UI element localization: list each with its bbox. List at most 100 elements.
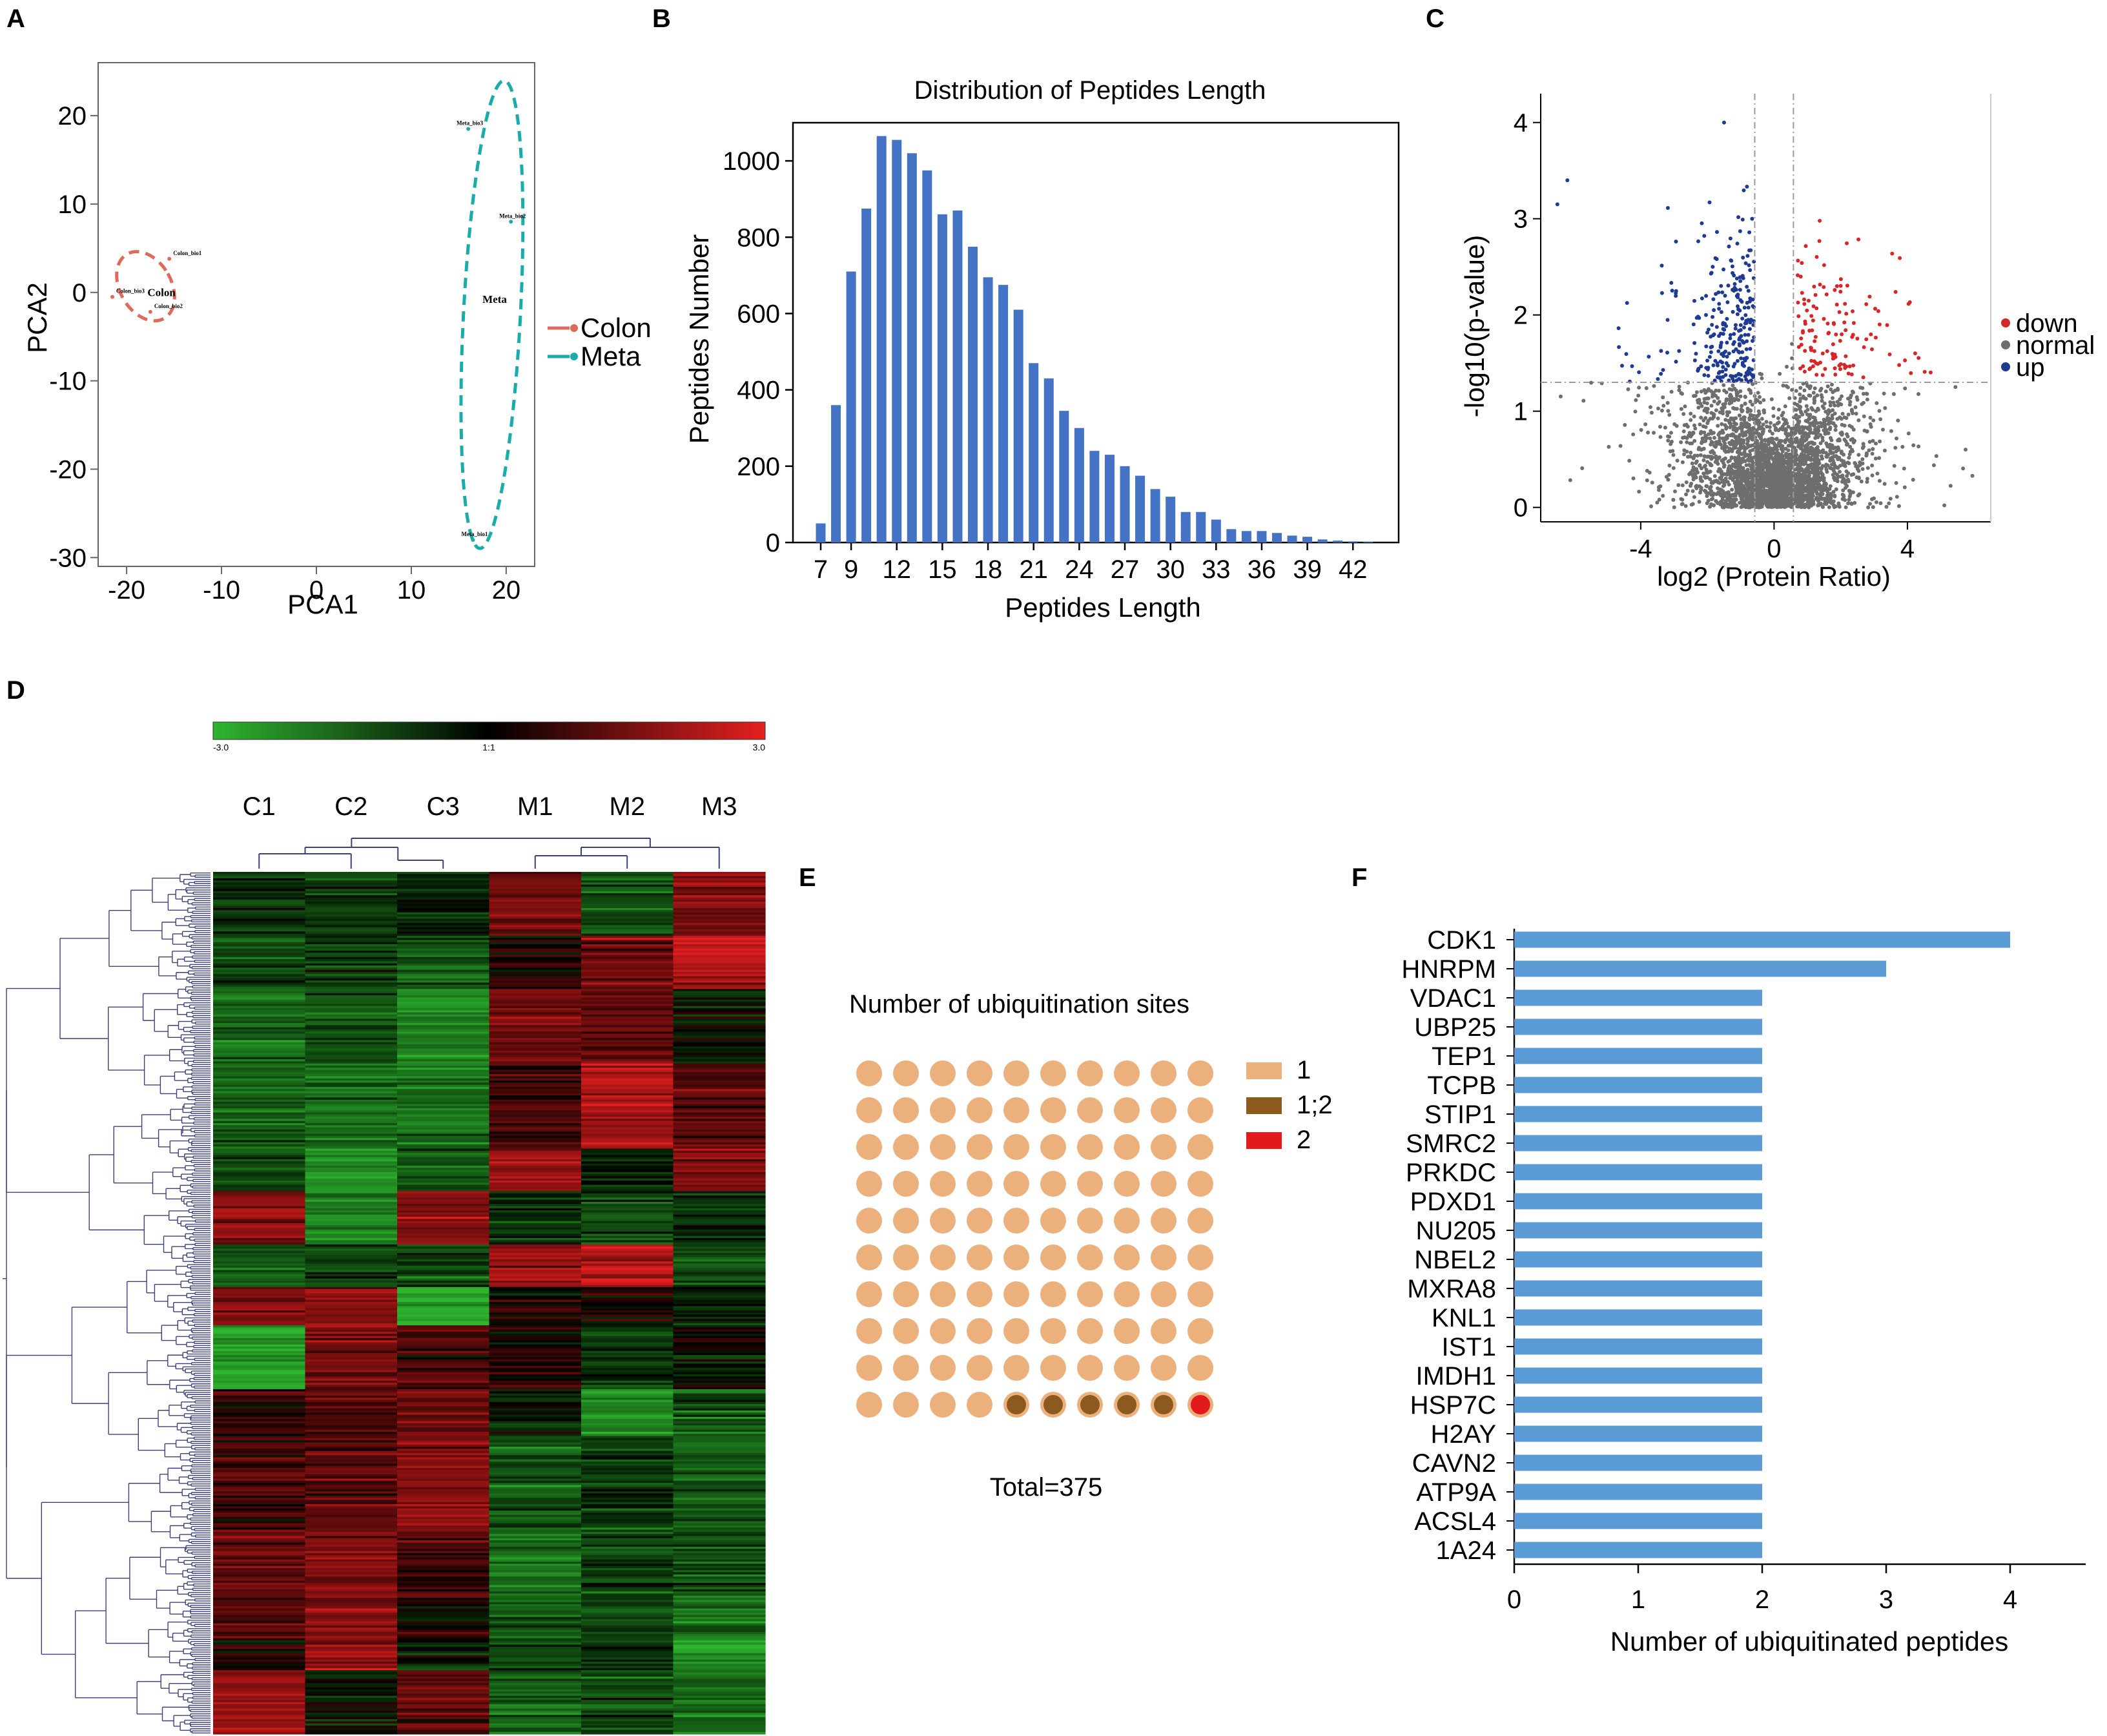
panel-a-y-axis-label: PCA2 (22, 282, 52, 353)
volcano-point-up (1738, 279, 1743, 284)
volcano-point-normal (1739, 472, 1743, 477)
volcano-point-normal (1788, 468, 1793, 472)
volcano-point-down (1838, 289, 1843, 294)
volcano-point-normal (1860, 386, 1865, 390)
volcano-point-up (1709, 271, 1713, 276)
volcano-point-up (1555, 202, 1559, 207)
panel-b-y-tick-label: 1000 (723, 147, 780, 176)
panel-b-x-tick-label: 39 (1293, 555, 1322, 584)
volcano-point-normal (1755, 398, 1760, 402)
volcano-point-up (1731, 287, 1735, 292)
volcano-point-down (1838, 338, 1842, 343)
heatmap-scale-min-label: -3.0 (213, 742, 229, 752)
volcano-point-up (1746, 305, 1751, 310)
peptide-length-bar-40 (1317, 539, 1328, 542)
volcano-point-normal (1741, 498, 1745, 502)
volcano-point-normal (1690, 461, 1694, 466)
volcano-point-up (1742, 340, 1746, 345)
volcano-point-normal (1808, 488, 1813, 493)
volcano-point-down (1864, 302, 1869, 306)
volcano-point-normal (1643, 422, 1648, 426)
volcano-point-normal (1721, 484, 1725, 488)
volcano-point-up (1728, 236, 1732, 241)
volcano-point-normal (1768, 493, 1773, 498)
volcano-point-up (1656, 377, 1660, 381)
volcano-point-normal (1671, 466, 1676, 470)
volcano-point-up (1707, 355, 1712, 359)
volcano-point-normal (1771, 451, 1776, 455)
volcano-point-normal (1835, 479, 1840, 484)
volcano-point-up (1736, 307, 1741, 311)
volcano-point-up (1711, 265, 1715, 269)
volcano-point-normal (1636, 393, 1641, 398)
volcano-point-normal (1581, 398, 1586, 403)
volcano-point-normal (1657, 488, 1661, 492)
volcano-point-normal (1798, 386, 1803, 390)
volcano-point-up (1674, 360, 1678, 364)
volcano-point-normal (1786, 448, 1791, 453)
volcano-point-normal (1894, 480, 1898, 485)
volcano-point-normal (1712, 474, 1717, 479)
volcano-point-down (1851, 321, 1856, 326)
volcano-point-normal (1681, 429, 1686, 433)
volcano-point-down (1903, 358, 1907, 362)
volcano-point-normal (1734, 422, 1738, 426)
volcano-point-down (1831, 342, 1835, 346)
peptide-length-bar-38 (1287, 535, 1297, 542)
volcano-point-normal (1798, 399, 1802, 404)
volcano-point-normal (1740, 460, 1744, 464)
volcano-point-normal (1846, 412, 1851, 417)
volcano-point-up (1748, 268, 1752, 273)
volcano-point-normal (1819, 454, 1824, 459)
volcano-point-normal (1761, 422, 1765, 427)
volcano-point-normal (1767, 468, 1772, 473)
volcano-point-normal (1851, 428, 1856, 432)
volcano-point-normal (1727, 401, 1732, 406)
volcano-point-normal (1712, 415, 1716, 419)
volcano-point-up (1736, 349, 1741, 354)
volcano-point-normal (1773, 481, 1777, 486)
volcano-point-normal (1701, 418, 1706, 422)
volcano-point-up (1700, 296, 1704, 300)
volcano-point-up (1700, 221, 1704, 225)
volcano-point-normal (1733, 439, 1738, 444)
volcano-point-normal (1756, 391, 1760, 395)
volcano-point-normal (1841, 478, 1845, 482)
volcano-point-normal (1626, 387, 1630, 391)
panel-a-x-ticks: -20 -10 0 10 20 (108, 566, 520, 604)
volcano-point-normal (1766, 442, 1771, 447)
volcano-point-normal (1751, 475, 1755, 480)
volcano-point-normal (1964, 448, 1968, 452)
volcano-point-normal (1758, 477, 1762, 481)
volcano-point-normal (1760, 417, 1764, 421)
volcano-point-up (1723, 367, 1728, 372)
volcano-point-normal (1783, 439, 1787, 443)
volcano-point-normal (1760, 470, 1765, 475)
volcano-point-normal (1748, 408, 1752, 413)
volcano-point-up (1709, 350, 1713, 355)
volcano-point-normal (1699, 415, 1703, 420)
volcano-point-normal (1780, 471, 1784, 475)
volcano-point-normal (1696, 447, 1701, 451)
heatmap-color-scale (212, 721, 766, 740)
volcano-point-up (1738, 287, 1742, 292)
volcano-point-normal (1853, 405, 1858, 409)
volcano-point-down (1803, 322, 1807, 326)
volcano-point-down (1814, 373, 1819, 377)
legend-dot-colon (570, 324, 578, 332)
volcano-point-up (1750, 216, 1754, 221)
volcano-point-normal (1765, 484, 1769, 488)
volcano-point-normal (1772, 446, 1776, 451)
volcano-point-normal (1695, 453, 1700, 458)
volcano-point-normal (1743, 401, 1747, 406)
volcano-point-normal (1685, 488, 1690, 493)
panel-b-x-tick-label: 30 (1156, 555, 1185, 584)
volcano-point-normal (1843, 486, 1847, 490)
volcano-point-normal (1690, 441, 1694, 446)
volcano-point-normal (1656, 485, 1661, 490)
panel-b-x-tick-label: 18 (974, 555, 1003, 584)
volcano-point-normal (1691, 489, 1695, 493)
volcano-point-normal (1760, 429, 1765, 434)
volcano-point-down (1818, 360, 1822, 365)
